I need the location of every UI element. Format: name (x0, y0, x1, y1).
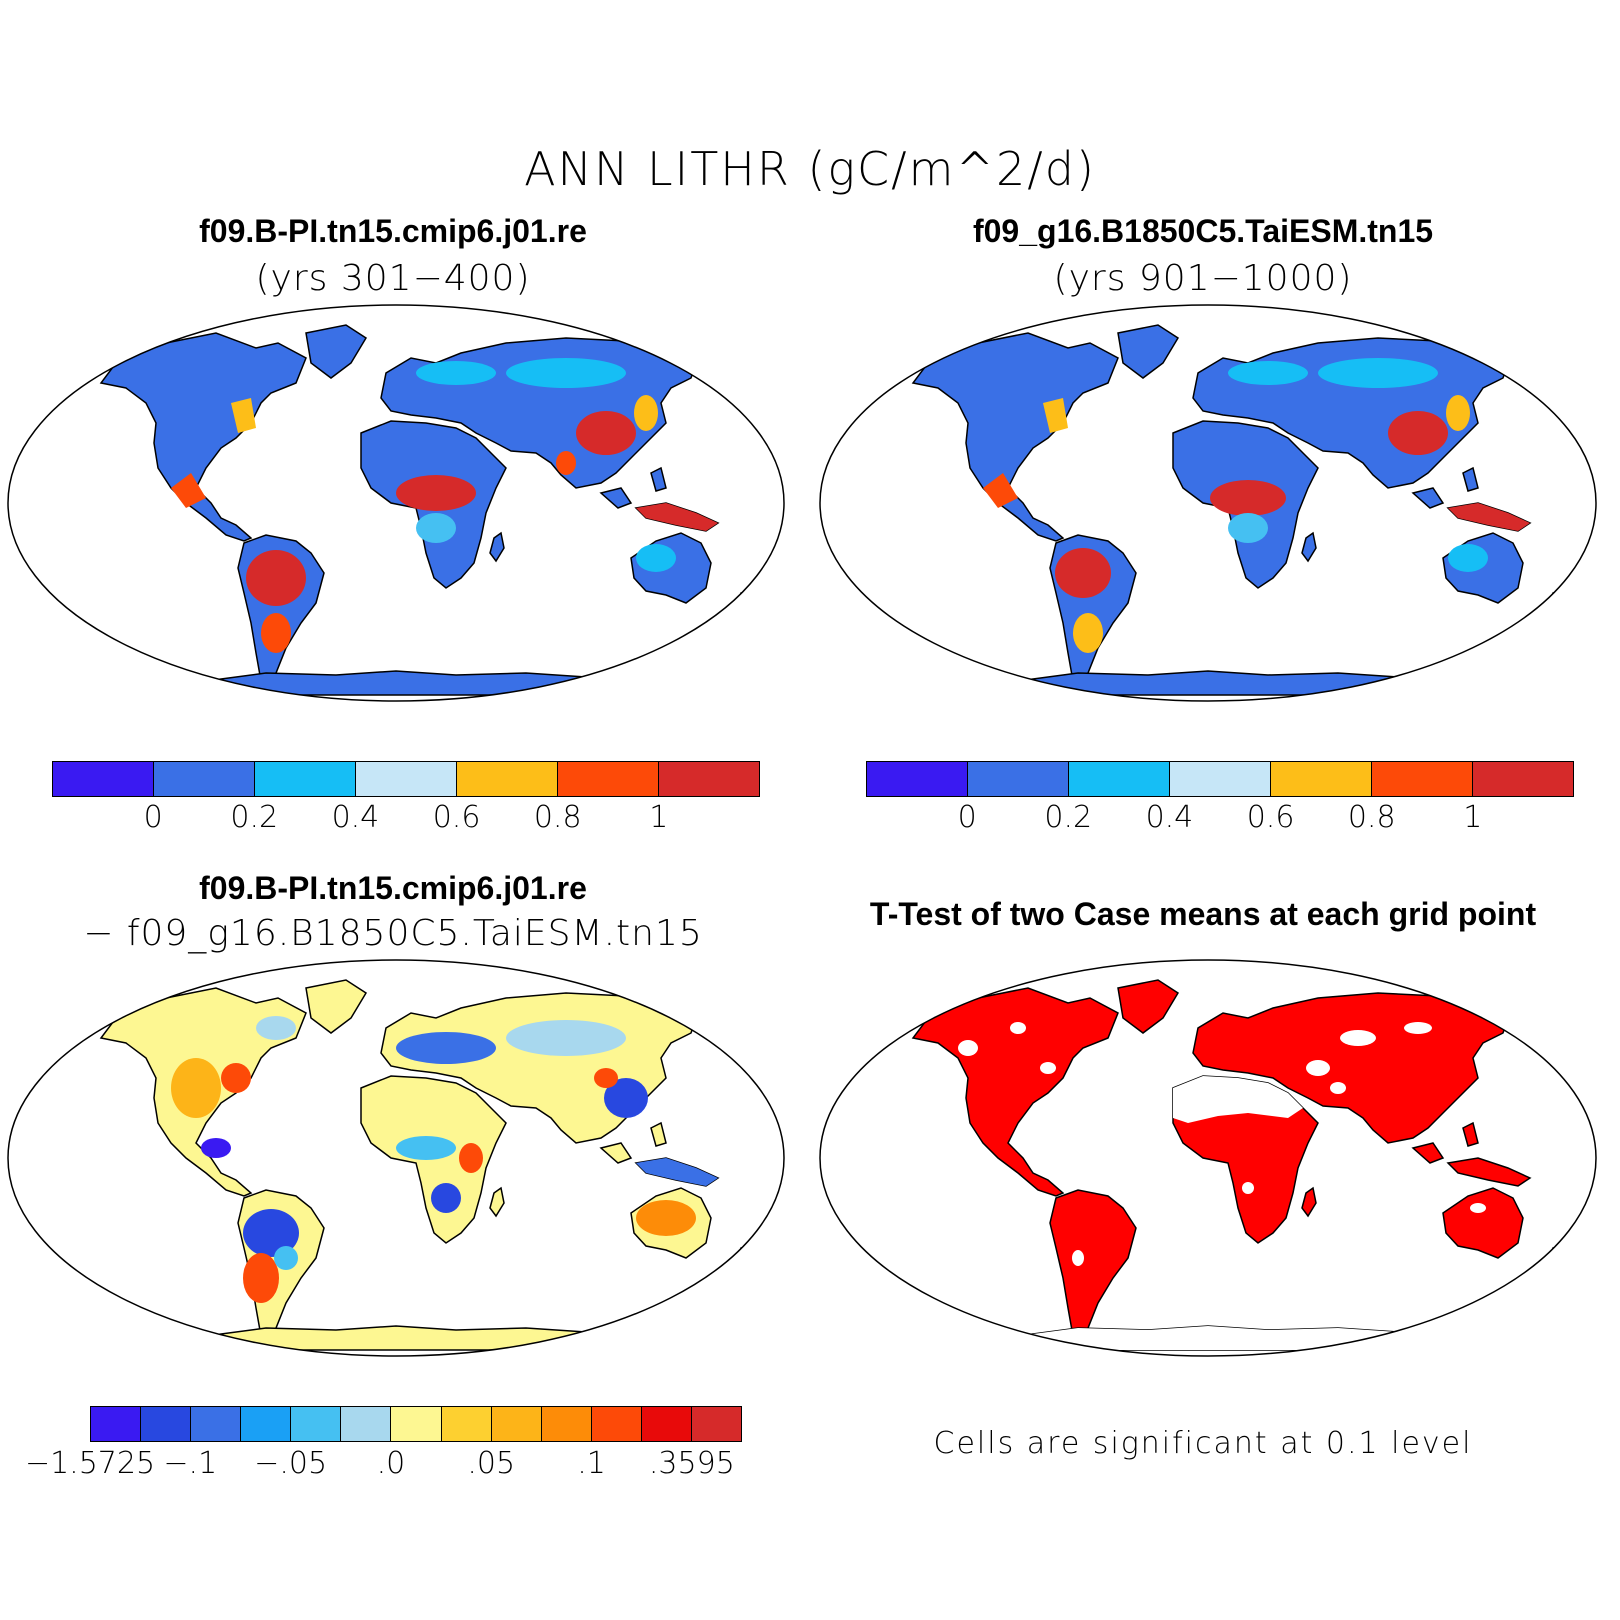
colorbar-swatch (1170, 762, 1271, 796)
panel-title-top-left: f09.B-PI.tn15.cmip6.j01.re (199, 213, 587, 249)
colorbar-tick-label: 0.2 (230, 800, 279, 835)
colorbar-swatch (91, 1407, 142, 1441)
globe-outline-case1 (7, 304, 785, 702)
colorbar-swatch (691, 1407, 742, 1441)
main-title: ANN LITHR (gC/m^2/d) (524, 142, 1096, 196)
colorbar-tick-label: 0.8 (533, 800, 582, 835)
colorbar-tick-label: 0 (143, 800, 163, 835)
colorbar-swatch (867, 762, 968, 796)
globe-outline-case2 (819, 304, 1597, 702)
colorbar-tick-label: .3595 (648, 1446, 735, 1481)
colorbar-tick-label: −.05 (254, 1446, 328, 1481)
colorbar-tick-label: .0 (376, 1446, 406, 1481)
colorbar-swatch (291, 1407, 342, 1441)
colorbar-tick-label: .1 (577, 1446, 606, 1481)
colorbar-swatch (241, 1407, 292, 1441)
colorbar-swatch (154, 762, 255, 796)
colorbar-tick-label: 0.6 (1246, 800, 1295, 835)
map-case1 (7, 304, 785, 702)
panel-subtitle-top-left: (yrs 301−400) (255, 258, 531, 299)
map-case2 (819, 304, 1597, 702)
colorbar-swatch (255, 762, 356, 796)
panel-subtitle-top-right: (yrs 901−1000) (1053, 258, 1353, 299)
colorbar-tick-label: 0.6 (432, 800, 481, 835)
colorbar-tick-label: −.1 (163, 1446, 218, 1481)
panel-title-top-right: f09_g16.B1850C5.TaiESM.tn15 (972, 213, 1434, 249)
colorbar-swatch (141, 1407, 192, 1441)
colorbar-tick-label: 1 (1463, 800, 1483, 835)
colorbar-swatch (341, 1407, 392, 1441)
colorbar-swatch (1271, 762, 1372, 796)
colorbar-difference (90, 1406, 742, 1442)
colorbar-swatch (191, 1407, 242, 1441)
colorbar-tick-label: −1.5725 (24, 1446, 156, 1481)
colorbar-swatch (1069, 762, 1170, 796)
map-ttest (819, 959, 1597, 1357)
colorbar-tick-label: 0.4 (331, 800, 380, 835)
colorbar-case1-labels: 0 0.2 0.4 0.6 0.8 1 (52, 800, 760, 840)
colorbar-swatch (659, 762, 759, 796)
map-difference (7, 959, 785, 1357)
warm-areas-case1 (171, 358, 718, 653)
significance-note: Cells are significant at 0.1 level (933, 1426, 1473, 1461)
colorbar-tick-label: 0 (957, 800, 977, 835)
difference-anomalies (171, 1016, 718, 1303)
colorbar-swatch (1372, 762, 1473, 796)
warm-areas-case2 (983, 358, 1530, 653)
colorbar-swatch (541, 1407, 592, 1441)
colorbar-swatch (441, 1407, 492, 1441)
colorbar-tick-label: 0.8 (1347, 800, 1396, 835)
colorbar-case2 (866, 761, 1574, 797)
colorbar-swatch (491, 1407, 542, 1441)
colorbar-swatch (591, 1407, 642, 1441)
panel-title-bottom-left: f09.B-PI.tn15.cmip6.j01.re (199, 870, 587, 906)
colorbar-tick-label: 0.4 (1145, 800, 1194, 835)
colorbar-swatch (457, 762, 558, 796)
globe-outline-ttest (819, 959, 1597, 1357)
panel-subtitle-bottom-left: − f09_g16.B1850C5.TaiESM.tn15 (83, 913, 703, 954)
colorbar-swatch (53, 762, 154, 796)
colorbar-swatch (641, 1407, 692, 1441)
panel-title-bottom-right: T-Test of two Case means at each grid po… (869, 896, 1537, 932)
colorbar-case2-labels: 0 0.2 0.4 0.6 0.8 1 (866, 800, 1574, 840)
globe-outline-difference (7, 959, 785, 1357)
colorbar-tick-label: .05 (467, 1446, 516, 1481)
colorbar-swatch (356, 762, 457, 796)
colorbar-swatch (391, 1407, 442, 1441)
colorbar-swatch (558, 762, 659, 796)
colorbar-swatch (968, 762, 1069, 796)
colorbar-case1 (52, 761, 760, 797)
colorbar-tick-label: 1 (649, 800, 669, 835)
colorbar-tick-label: 0.2 (1044, 800, 1093, 835)
colorbar-difference-labels: −1.5725 −.1 −.05 .0 .05 .1 .3595 (25, 1446, 742, 1486)
colorbar-swatch (1473, 762, 1573, 796)
